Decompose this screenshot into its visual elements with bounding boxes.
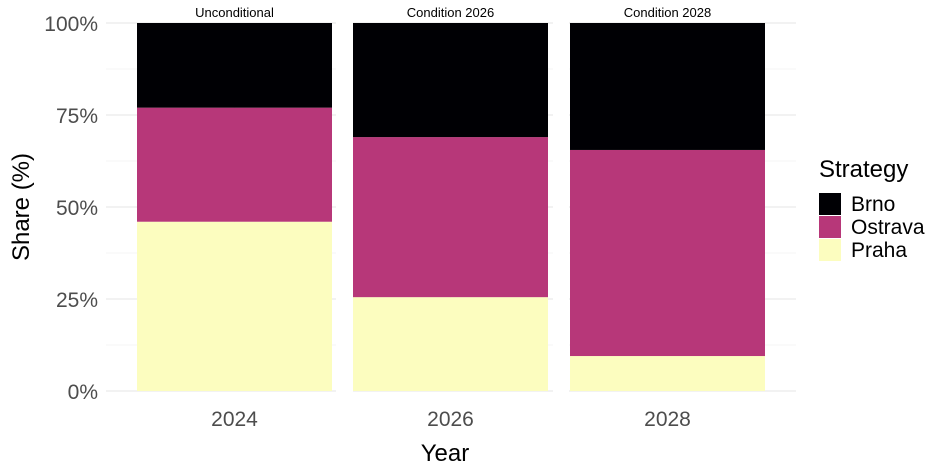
bar-ostrava-2028 (570, 149, 765, 357)
bar-brno-2028 (570, 23, 765, 150)
panel-strip-label: Unconditional (195, 5, 274, 20)
panel-strip-label: Condition 2028 (624, 5, 711, 20)
x-axis-title: Year (421, 440, 470, 466)
y-axis-ticks: 0% 25% 50% 75% 100% (44, 13, 98, 404)
bar-ostrava-2024 (137, 107, 332, 222)
legend-label-ostrava: Ostrava (851, 216, 925, 239)
bar-praha-2024 (137, 221, 332, 391)
bar-praha-2026 (353, 297, 548, 391)
x-tick-label: 2024 (211, 408, 258, 431)
bar-praha-2028 (570, 356, 765, 391)
y-tick-label: 50% (56, 197, 98, 220)
legend-title: Strategy (819, 156, 908, 183)
bar-brno-2026 (353, 23, 548, 138)
y-tick-label: 75% (56, 105, 98, 128)
bar-brno-2024 (137, 23, 332, 108)
legend-swatch-praha (819, 239, 841, 261)
legend-swatch-ostrava (819, 216, 841, 238)
legend-swatch-brno (819, 193, 841, 215)
legend-label-brno: Brno (851, 193, 895, 216)
bar-ostrava-2026 (353, 137, 548, 298)
panel-strip-label: Condition 2026 (407, 5, 494, 20)
x-tick-label: 2028 (644, 408, 691, 431)
y-tick-label: 0% (68, 381, 98, 404)
panel-strips: Unconditional Condition 2026 Condition 202… (195, 5, 711, 20)
y-tick-label: 25% (56, 289, 98, 312)
bars (137, 23, 765, 391)
legend-label-praha: Praha (851, 239, 907, 262)
x-tick-label: 2026 (427, 408, 474, 431)
y-tick-label: 100% (44, 13, 98, 36)
y-axis-title: Share (%) (8, 153, 35, 261)
x-axis-ticks: 2024 2026 2028 (211, 408, 691, 431)
